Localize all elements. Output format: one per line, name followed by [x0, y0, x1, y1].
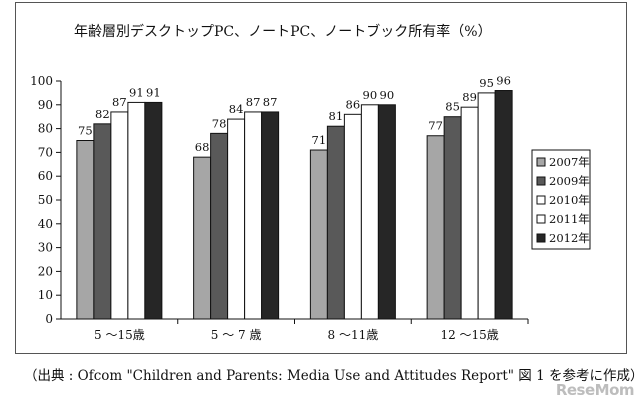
watermark-logo: ReseMom	[555, 381, 635, 399]
bar	[426, 135, 445, 320]
data-label: 87	[263, 95, 278, 109]
x-tick-label: 12 〜15歳	[440, 328, 498, 342]
data-label: 95	[479, 76, 494, 90]
legend-label: 2009年	[549, 174, 590, 188]
x-tick-label: 5 〜15歳	[94, 328, 145, 342]
data-label: 81	[329, 109, 344, 123]
bar	[244, 111, 263, 320]
legend: 2007年 2009年 2010年 2011年 2012年	[531, 149, 591, 250]
y-tick-label: 80	[38, 122, 53, 136]
data-label: 90	[363, 88, 378, 102]
bar	[309, 149, 328, 320]
y-tick-label: 20	[38, 264, 53, 278]
legend-swatch	[536, 195, 546, 205]
legend-label: 2007年	[549, 155, 590, 169]
bar	[377, 104, 396, 320]
bar	[477, 92, 496, 320]
y-tick-label: 30	[38, 241, 53, 255]
source-caption: （出典 : Ofcom "Children and Parents: Media…	[24, 368, 640, 384]
data-label: 71	[312, 133, 327, 147]
data-label: 75	[78, 124, 93, 138]
y-tick-label: 10	[38, 288, 53, 302]
legend-swatch	[536, 157, 546, 167]
y-tick-label: 60	[38, 169, 53, 183]
legend-swatch	[536, 233, 546, 243]
data-label: 84	[229, 102, 244, 116]
y-axis: 0 10 20 30 40 50 60 70 80 90 100	[30, 74, 62, 326]
data-label: 91	[129, 85, 144, 99]
data-label: 82	[95, 107, 110, 121]
bar	[193, 156, 212, 320]
legend-swatch	[536, 176, 546, 186]
y-tick-label: 90	[38, 98, 53, 112]
x-tick-label: 8 〜11歳	[328, 328, 379, 342]
legend-label: 2012年	[549, 231, 590, 245]
data-label: 78	[212, 116, 227, 130]
legend-label: 2010年	[549, 193, 590, 207]
chart: 年齢層別デスクトップPC、ノートPC、ノートブック所有率（%） 0 10 20 30 4…	[30, 23, 591, 342]
bar	[261, 111, 280, 320]
bars	[76, 90, 513, 320]
data-label: 87	[246, 95, 261, 109]
y-tick-label: 0	[45, 312, 53, 326]
legend-swatch	[536, 214, 546, 224]
legend-label: 2011年	[549, 212, 590, 226]
x-axis: 5 〜15歳 5 〜 7 歳 8 〜11歳 12 〜15歳	[61, 318, 529, 342]
x-tick-label: 5 〜 7 歳	[211, 328, 262, 342]
data-label: 96	[496, 74, 511, 88]
bar	[494, 90, 513, 320]
data-label: 89	[462, 90, 477, 104]
bar	[227, 118, 246, 320]
bar	[343, 113, 362, 320]
bar	[127, 101, 146, 320]
data-label: 87	[112, 95, 127, 109]
data-label: 90	[380, 88, 395, 102]
data-label: 68	[195, 140, 210, 154]
bar	[144, 101, 163, 320]
y-tick-label: 40	[38, 217, 53, 231]
data-label: 91	[146, 85, 161, 99]
y-tick-label: 70	[38, 145, 53, 159]
bar	[93, 123, 112, 320]
bar	[360, 104, 379, 320]
data-label: 77	[428, 119, 443, 133]
data-label: 86	[346, 97, 361, 111]
data-label: 85	[445, 100, 460, 114]
bar	[110, 111, 129, 320]
bar	[443, 116, 462, 320]
bar	[76, 140, 95, 320]
bar	[460, 106, 479, 320]
chart-title: 年齢層別デスクトップPC、ノートPC、ノートブック所有率（%）	[74, 23, 492, 40]
y-tick-label: 50	[38, 193, 53, 207]
chart-frame: 年齢層別デスクトップPC、ノートPC、ノートブック所有率（%） 0 10 20 30 4…	[15, 2, 627, 354]
bar	[326, 125, 345, 320]
bar	[210, 132, 229, 320]
y-tick-label: 100	[30, 74, 53, 88]
